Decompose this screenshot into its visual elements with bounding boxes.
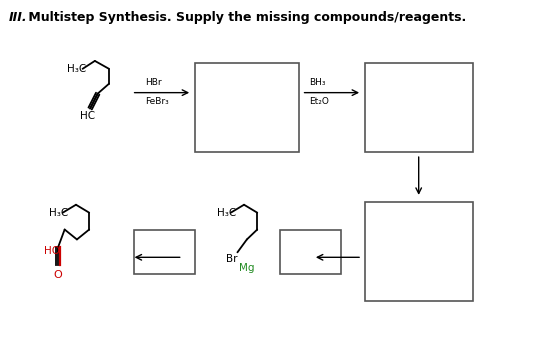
Text: H₃C: H₃C bbox=[49, 208, 68, 218]
Text: Br: Br bbox=[226, 254, 238, 264]
Text: Mg: Mg bbox=[239, 263, 255, 273]
Text: H₃C: H₃C bbox=[68, 64, 86, 74]
Bar bbox=[133, 229, 195, 274]
Bar bbox=[365, 63, 473, 152]
Text: III.: III. bbox=[9, 11, 27, 24]
Bar bbox=[365, 202, 473, 301]
Bar bbox=[195, 63, 299, 152]
Text: HBr: HBr bbox=[145, 78, 161, 87]
Text: HO: HO bbox=[44, 246, 60, 256]
Text: O: O bbox=[54, 270, 62, 280]
Text: Et₂O: Et₂O bbox=[309, 97, 329, 106]
Text: FeBr₃: FeBr₃ bbox=[145, 97, 169, 106]
Text: Multistep Synthesis. Supply the missing compounds/reagents.: Multistep Synthesis. Supply the missing … bbox=[24, 11, 466, 24]
Bar bbox=[280, 229, 341, 274]
Text: H₃C: H₃C bbox=[217, 208, 236, 218]
Text: HC: HC bbox=[80, 111, 95, 121]
Text: BH₃: BH₃ bbox=[309, 78, 326, 87]
